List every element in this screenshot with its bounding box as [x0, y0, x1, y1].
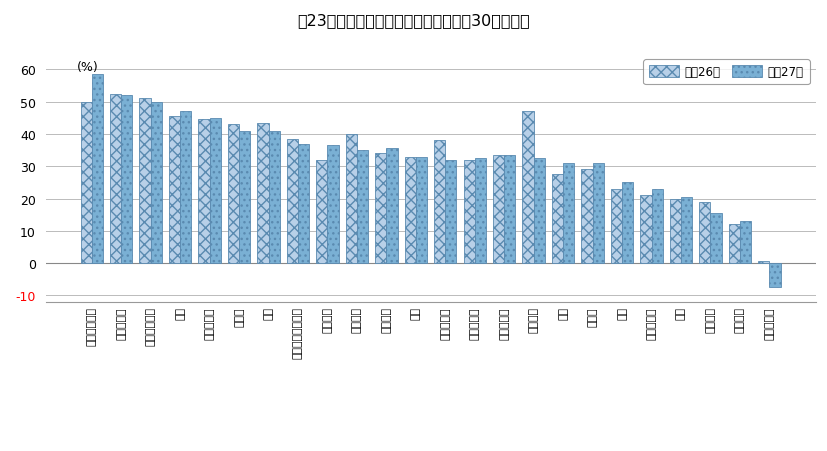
Bar	[651, 189, 662, 263]
Bar	[610, 189, 621, 263]
Bar	[522, 112, 533, 263]
Bar	[639, 196, 651, 263]
Bar	[151, 102, 161, 263]
Bar	[445, 161, 456, 263]
Bar	[669, 199, 680, 263]
Bar	[758, 262, 768, 263]
Bar	[227, 125, 239, 263]
Bar	[198, 120, 209, 263]
Bar	[268, 131, 280, 263]
Bar	[433, 141, 445, 263]
Text: 第23図　産業別の付加価値率（従業者30人以上）: 第23図 産業別の付加価値率（従業者30人以上）	[297, 14, 530, 28]
Bar	[386, 149, 397, 263]
Bar	[239, 131, 250, 263]
Bar	[592, 164, 603, 263]
Bar	[404, 157, 415, 263]
Bar	[92, 75, 103, 263]
Bar	[180, 112, 191, 263]
Bar	[710, 214, 721, 263]
Bar	[533, 159, 544, 263]
Bar	[739, 221, 750, 263]
Bar	[474, 159, 485, 263]
Legend: 平成26年, 平成27年: 平成26年, 平成27年	[643, 60, 809, 85]
Bar	[375, 154, 386, 263]
Bar	[562, 164, 574, 263]
Bar	[699, 202, 710, 263]
Bar	[492, 156, 504, 263]
Bar	[356, 151, 368, 263]
Bar	[209, 119, 221, 263]
Bar	[728, 225, 739, 263]
Bar	[504, 156, 514, 263]
Bar	[316, 161, 327, 263]
Bar	[346, 135, 356, 263]
Bar	[286, 139, 298, 263]
Bar	[552, 175, 562, 263]
Bar	[768, 263, 780, 288]
Bar	[463, 161, 474, 263]
Bar	[621, 183, 633, 263]
Bar	[257, 124, 268, 263]
Bar	[298, 144, 308, 263]
Bar	[121, 96, 132, 263]
Bar	[139, 99, 151, 263]
Bar	[415, 157, 427, 263]
Text: (%): (%)	[77, 60, 98, 74]
Bar	[80, 102, 92, 263]
Bar	[680, 198, 691, 263]
Bar	[327, 146, 338, 263]
Bar	[110, 94, 121, 263]
Bar	[169, 117, 180, 263]
Bar	[581, 170, 592, 263]
